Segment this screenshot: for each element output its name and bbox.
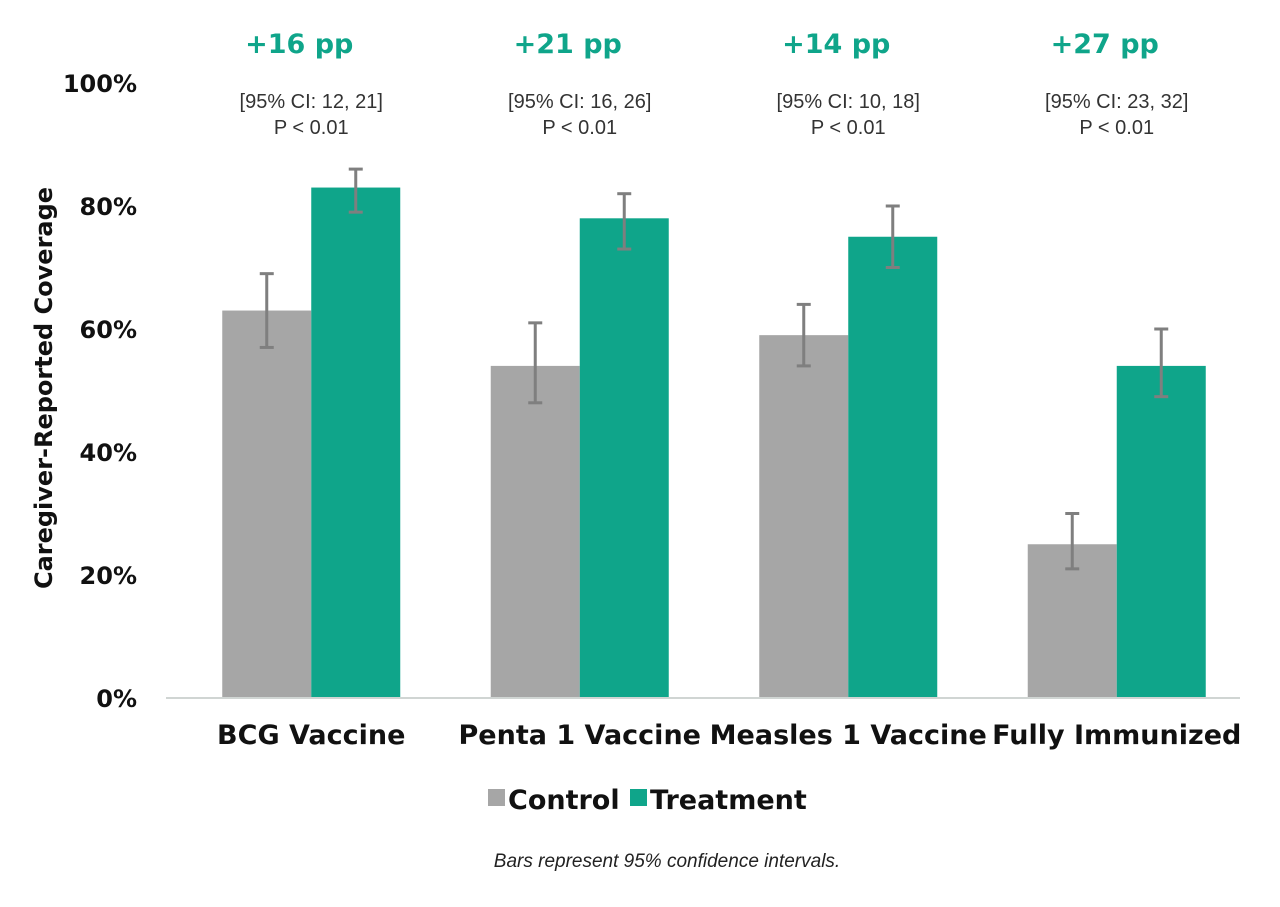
bar-control xyxy=(759,335,849,698)
bars-layer xyxy=(222,187,1206,699)
difference-label: +27 pp xyxy=(1051,29,1159,60)
y-tick-label: 20% xyxy=(80,562,137,590)
y-tick-label: 40% xyxy=(80,439,137,467)
difference-label: +14 pp xyxy=(782,29,890,60)
bar-treatment xyxy=(579,218,669,699)
ci-label: [95% CI: 12, 21] xyxy=(240,91,383,113)
p-value-label: P < 0.01 xyxy=(274,117,349,139)
x-tick-label: BCG Vaccine xyxy=(217,720,405,751)
legend-label-control: Control xyxy=(508,785,620,816)
bar-control xyxy=(222,310,312,698)
bar-control xyxy=(490,365,580,698)
error-bars-layer xyxy=(259,167,1169,571)
x-tick-label: Measles 1 Vaccine xyxy=(710,720,987,751)
footnote: Bars represent 95% confidence intervals. xyxy=(494,851,840,872)
ci-label: [95% CI: 10, 18] xyxy=(777,91,920,113)
bar-treatment xyxy=(311,187,401,699)
legend-swatch-treatment xyxy=(630,789,647,806)
y-tick-label: 80% xyxy=(80,193,137,221)
legend-swatch-control xyxy=(488,789,505,806)
x-tick-label: Penta 1 Vaccine xyxy=(459,720,701,751)
y-tick-label: 0% xyxy=(96,685,137,713)
y-tick-label: 60% xyxy=(80,316,137,344)
axis-layer: 0% 20% 40% 60% 80% 100% BCG Vaccine Penta 1 Vac… xyxy=(63,70,1242,751)
legend: Control Treatment xyxy=(488,785,807,816)
ci-label: [95% CI: 23, 32] xyxy=(1045,91,1188,113)
bar-treatment xyxy=(848,236,938,698)
y-axis-label: Caregiver-Reported Coverage xyxy=(30,187,58,589)
difference-label: +21 pp xyxy=(514,29,622,60)
p-value-label: P < 0.01 xyxy=(1079,117,1154,139)
p-value-label: P < 0.01 xyxy=(542,117,617,139)
y-tick-label: 100% xyxy=(63,70,137,98)
annotations-layer: +16 pp [95% CI: 12, 21] P < 0.01 +21 pp [95%… xyxy=(240,29,1189,139)
p-value-label: P < 0.01 xyxy=(811,117,886,139)
legend-label-treatment: Treatment xyxy=(650,785,807,816)
x-tick-label: Fully Immunized xyxy=(992,720,1241,751)
bar-treatment xyxy=(1116,365,1206,698)
difference-label: +16 pp xyxy=(245,29,353,60)
ci-label: [95% CI: 16, 26] xyxy=(508,91,651,113)
